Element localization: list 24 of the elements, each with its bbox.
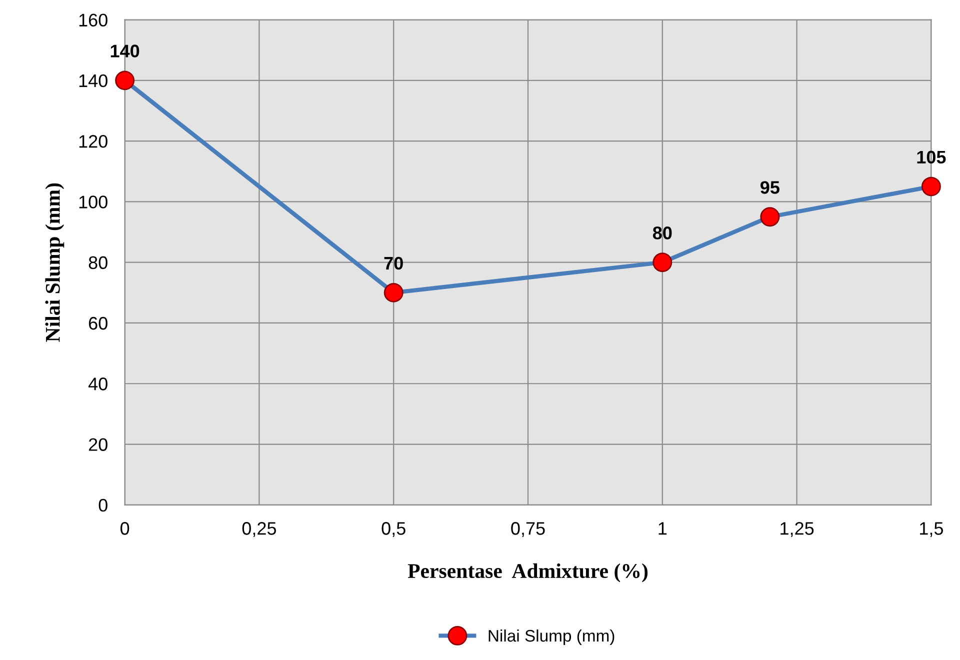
y-tick-label: 80 [88, 256, 108, 270]
data-label: 95 [760, 181, 780, 194]
x-tick-label: 1,5 [920, 522, 943, 537]
x-axis-title: Persentase Admixture (%) [408, 563, 648, 582]
legend-label: Nilai Slump (mm) [488, 629, 614, 645]
x-tick-label: 1 [658, 522, 667, 535]
y-tick-label: 20 [88, 438, 108, 451]
data-label: 140 [110, 44, 140, 58]
data-label: 105 [917, 150, 946, 164]
x-tick-label: 0 [120, 522, 130, 535]
y-axis-title: Nilai Slump (mm) [45, 183, 64, 342]
x-tick-label: 0,75 [511, 522, 545, 537]
y-tick-label: 140 [79, 74, 108, 88]
x-tick-label: 1,25 [780, 522, 814, 537]
data-label: 70 [384, 256, 403, 270]
y-tick-label: 0 [98, 498, 108, 512]
y-tick-label: 60 [88, 316, 108, 330]
y-tick-label: 120 [79, 135, 108, 148]
data-label: 80 [652, 226, 672, 240]
x-tick-label: 0,25 [242, 522, 276, 537]
y-tick-label: 160 [79, 14, 108, 27]
y-tick-label: 100 [79, 196, 108, 208]
x-tick-label: 0,5 [382, 522, 406, 537]
y-tick-label: 40 [88, 378, 108, 390]
